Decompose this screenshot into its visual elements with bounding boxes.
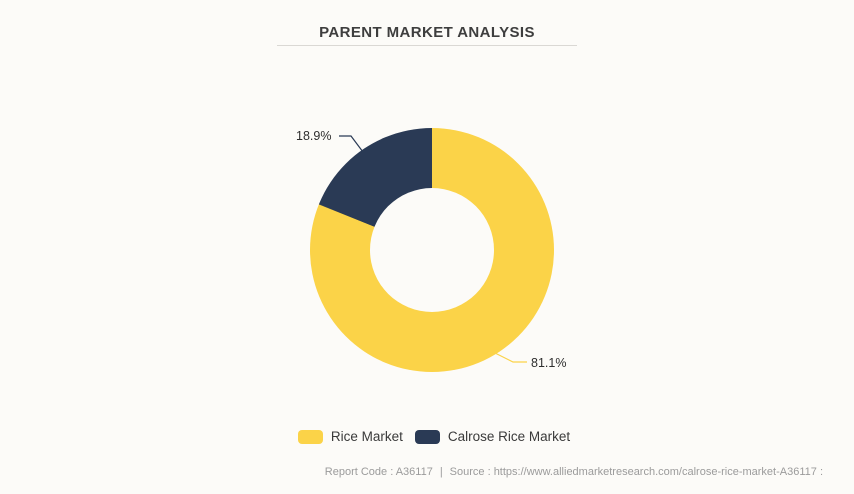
legend-swatch-rice-market [297,429,323,444]
percent-label-calrose: 18.9% [296,129,332,143]
donut-chart[interactable] [310,128,554,372]
label-line-rice [492,351,527,363]
source-text: Source : https://www.alliedmarketresearc… [449,466,823,478]
label-line-calrose [339,135,364,153]
chart-title: PARENT MARKET ANALYSIS [319,24,535,41]
legend-label-calrose-rice-market: Calrose Rice Market [447,429,571,444]
percent-label-rice: 81.1% [531,356,567,370]
title-underline [277,45,577,46]
donut-hole [370,188,494,312]
footer-separator: | [439,466,443,478]
legend-swatch-calrose-rice-market [414,429,440,444]
footer: Report Code : A36117 | Source : https://ww… [325,466,823,478]
legend-item-rice-market[interactable]: Rice Market [297,429,403,444]
legend: Rice Market Calrose Rice Market [7,429,854,444]
legend-item-calrose-rice-market[interactable]: Calrose Rice Market [414,429,571,444]
legend-label-rice-market: Rice Market [330,429,403,444]
report-code-text: Report Code : A36117 [324,466,433,478]
